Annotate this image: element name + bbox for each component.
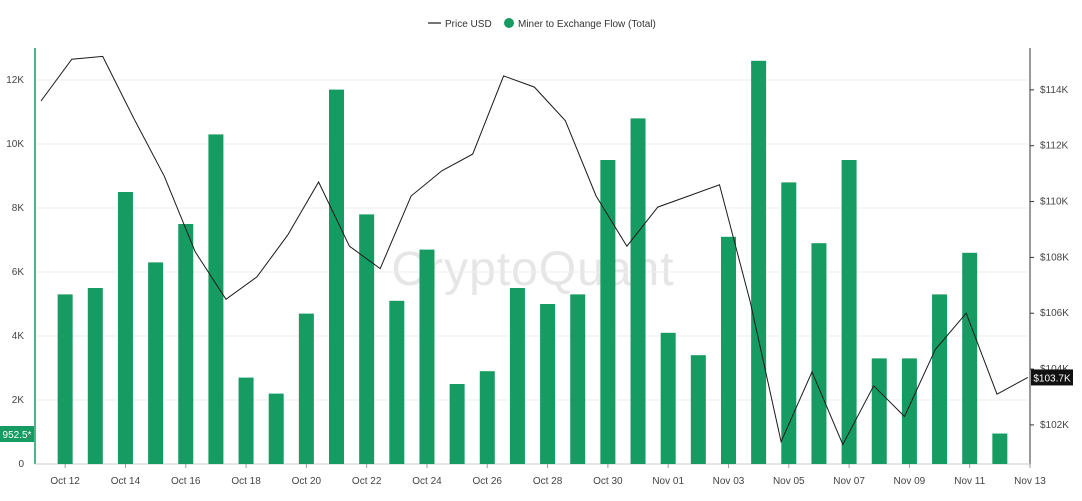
- left-tick-label: 4K: [12, 331, 25, 342]
- watermark: CryptoQuant: [391, 243, 674, 296]
- flow-bar[interactable]: [841, 160, 857, 464]
- flow-bar[interactable]: [630, 118, 646, 465]
- left-tick-label: 8K: [12, 203, 25, 214]
- flow-bar[interactable]: [238, 377, 254, 464]
- left-tick-label: 12K: [6, 75, 24, 86]
- price-line[interactable]: [40, 55, 1029, 446]
- flow-bar[interactable]: [208, 134, 224, 464]
- x-tick-label: Nov 13: [1014, 476, 1046, 487]
- flow-bar[interactable]: [871, 358, 887, 464]
- right-value-badge: $103.7K: [1031, 369, 1073, 386]
- left-axis-ticks: 0 2K 4K 6K 8K 10K 12K: [6, 75, 24, 470]
- x-tick-label: Nov 07: [833, 476, 865, 487]
- legend-price-label: Price USD: [445, 19, 492, 30]
- left-value-badge-text: 952.5*: [3, 430, 32, 441]
- flow-bar[interactable]: [329, 89, 345, 464]
- flow-bar[interactable]: [87, 288, 103, 464]
- right-tick-label: $108K: [1040, 252, 1069, 263]
- legend-flow-label: Miner to Exchange Flow (Total): [518, 19, 656, 30]
- x-axis-ticks: Oct 12 Oct 14 Oct 16 Oct 18 Oct 20 Oct 22 Oct …: [50, 464, 1046, 487]
- left-tick-label: 6K: [12, 267, 25, 278]
- flow-bar[interactable]: [901, 358, 917, 464]
- x-tick-label: Oct 16: [171, 476, 201, 487]
- x-tick-label: Nov 01: [652, 476, 684, 487]
- flow-bar[interactable]: [449, 384, 465, 464]
- flow-bar[interactable]: [298, 313, 314, 464]
- left-tick-label: 2K: [12, 395, 25, 406]
- flow-bar[interactable]: [600, 160, 616, 464]
- legend-flow-dot-icon: [504, 18, 514, 28]
- flow-bar[interactable]: [509, 288, 525, 464]
- left-tick-label: 10K: [6, 139, 24, 150]
- flow-bar[interactable]: [419, 249, 435, 464]
- flow-bar[interactable]: [811, 243, 827, 464]
- gridlines: [35, 79, 1030, 401]
- x-tick-label: Nov 11: [954, 476, 985, 487]
- legend[interactable]: Price USD Miner to Exchange Flow (Total): [428, 18, 656, 30]
- x-tick-label: Oct 20: [292, 476, 322, 487]
- flow-bar[interactable]: [992, 433, 1008, 464]
- right-tick-label: $106K: [1040, 308, 1069, 319]
- x-tick-label: Oct 12: [50, 476, 80, 487]
- x-tick-label: Oct 14: [111, 476, 141, 487]
- flow-bar[interactable]: [570, 294, 586, 464]
- flow-bar[interactable]: [660, 332, 676, 464]
- x-tick-label: Nov 03: [713, 476, 745, 487]
- right-value-badge-bg: [1031, 369, 1073, 386]
- flow-bars[interactable]: [57, 60, 1008, 465]
- x-tick-label: Oct 28: [533, 476, 563, 487]
- flow-bar[interactable]: [117, 192, 133, 464]
- left-value-badge-bg: [0, 426, 34, 442]
- x-tick-label: Oct 24: [412, 476, 442, 487]
- flow-bar[interactable]: [389, 300, 405, 464]
- right-tick-label: $110K: [1040, 197, 1069, 208]
- flow-bar[interactable]: [148, 262, 164, 464]
- right-tick-label: $112K: [1040, 141, 1069, 152]
- left-value-badge: 952.5*: [0, 426, 34, 442]
- x-tick-label: Nov 09: [894, 476, 926, 487]
- x-tick-label: Nov 05: [773, 476, 805, 487]
- right-value-badge-text: $103.7K: [1033, 373, 1071, 384]
- flow-bar[interactable]: [178, 224, 194, 464]
- flow-bar[interactable]: [751, 60, 767, 465]
- x-tick-label: Oct 30: [593, 476, 623, 487]
- flow-bar[interactable]: [690, 355, 706, 464]
- flow-bar[interactable]: [720, 236, 736, 464]
- flow-bar[interactable]: [540, 304, 556, 464]
- flow-bar[interactable]: [932, 294, 948, 464]
- right-tick-label: $114K: [1040, 85, 1069, 96]
- flow-bar[interactable]: [268, 393, 284, 464]
- flow-bar[interactable]: [359, 214, 375, 464]
- left-tick-label: 0: [18, 459, 24, 470]
- flow-bar[interactable]: [781, 182, 797, 464]
- x-tick-label: Oct 22: [352, 476, 382, 487]
- right-tick-label: $102K: [1040, 420, 1069, 431]
- x-tick-label: Oct 18: [231, 476, 261, 487]
- flow-bar[interactable]: [962, 252, 978, 464]
- flow-bar[interactable]: [57, 294, 73, 464]
- x-tick-label: Oct 26: [473, 476, 503, 487]
- flow-bar[interactable]: [479, 371, 495, 464]
